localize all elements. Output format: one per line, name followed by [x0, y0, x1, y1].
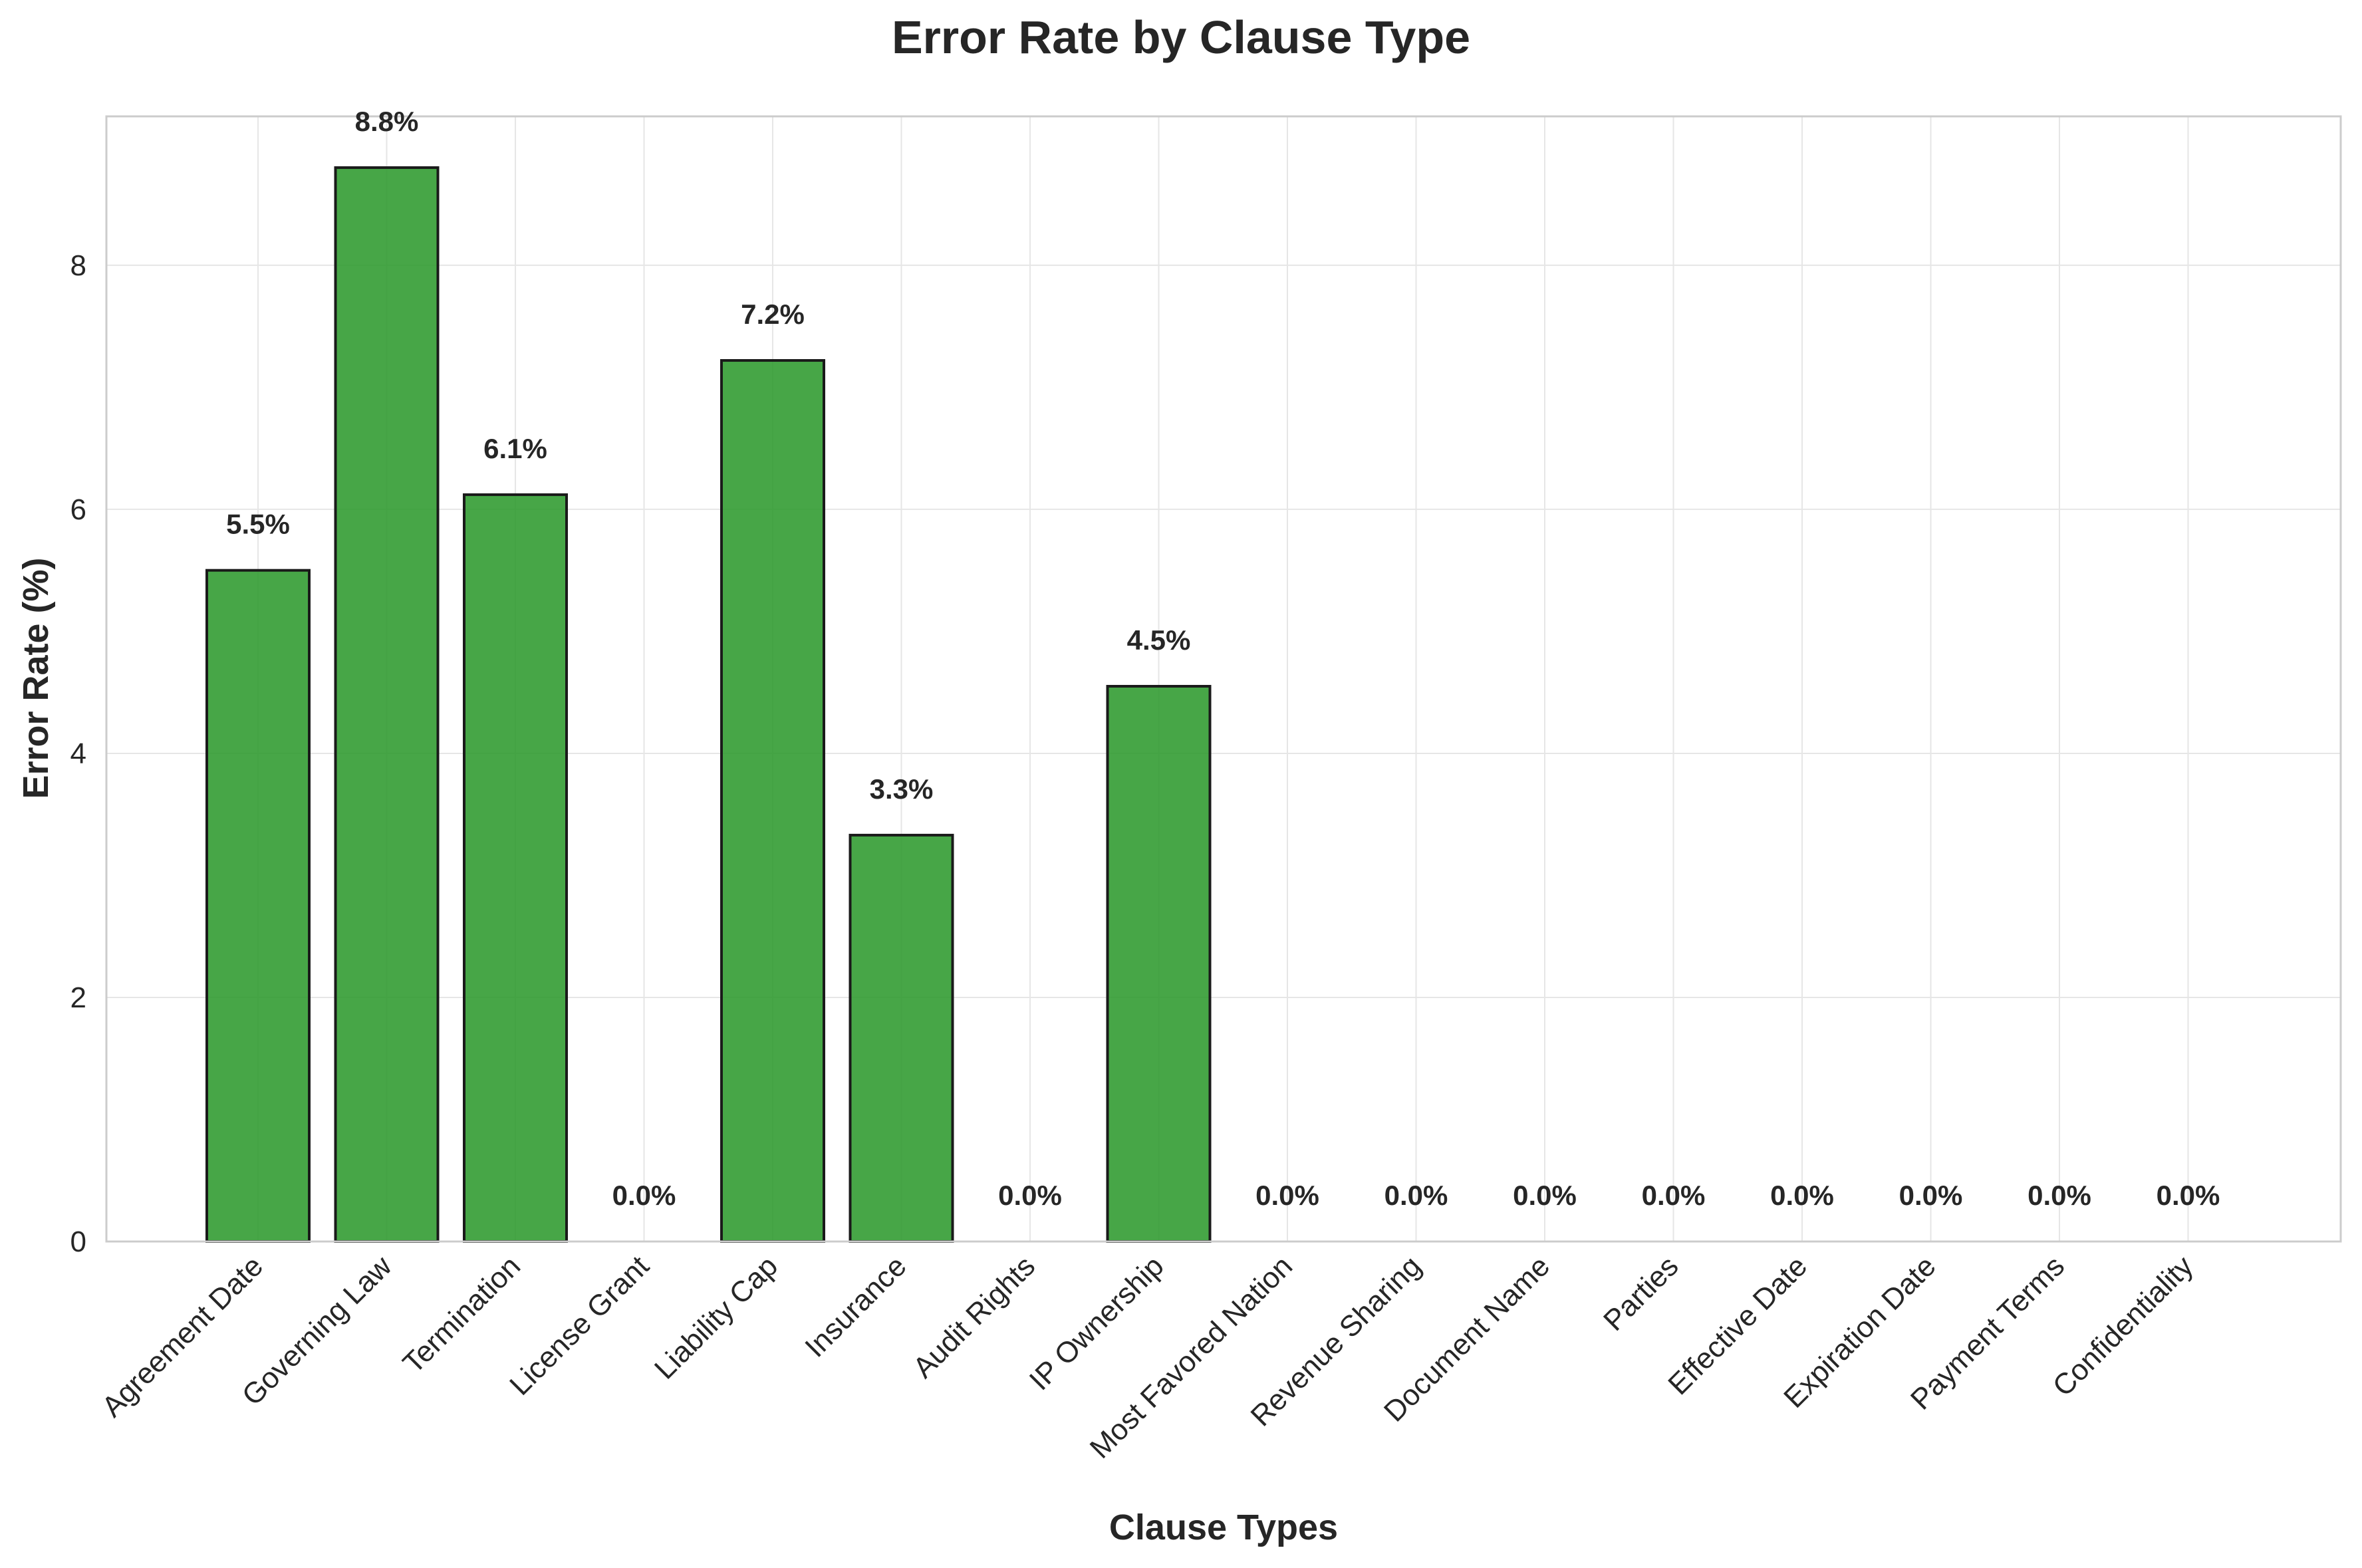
chart-title: Error Rate by Clause Type	[892, 11, 1470, 63]
bar-value-label: 5.5%	[226, 509, 290, 540]
y-tick-label: 4	[70, 737, 86, 770]
bar-value-label: 4.5%	[1127, 624, 1191, 656]
y-tick-labels: 0 2 4 6 8	[70, 249, 86, 1258]
y-tick-label: 0	[70, 1226, 86, 1258]
x-tick-label: IP Ownership	[1023, 1249, 1170, 1396]
x-axis-label: Clause Types	[1109, 1507, 1338, 1547]
y-tick-label: 6	[70, 493, 86, 526]
bar-value-label: 0.0%	[612, 1180, 676, 1211]
bar-value-label: 3.3%	[870, 773, 934, 805]
y-axis-label: Error Rate (%)	[16, 557, 56, 799]
bar-value-label: 0.0%	[1642, 1180, 1706, 1211]
x-tick-label: Audit Rights	[907, 1249, 1041, 1384]
bar-value-label: 0.0%	[998, 1180, 1062, 1211]
bar	[849, 833, 954, 1243]
bar-value-label: 0.0%	[2157, 1180, 2220, 1211]
x-tick-label: Liability Cap	[648, 1249, 784, 1385]
y-tick-label: 8	[70, 249, 86, 282]
bar-value-label: 0.0%	[1899, 1180, 1963, 1211]
bar	[720, 359, 825, 1243]
data-labels: 5.5% 8.8% 6.1% 0.0% 7.2% 3.3% 0.0% 4.5% 0.0% 0.0%…	[226, 106, 2220, 1211]
bar	[334, 166, 440, 1243]
bar-value-label: 6.1%	[483, 433, 547, 464]
bar-value-label: 0.0%	[1255, 1180, 1319, 1211]
x-tick-label: Parties	[1597, 1249, 1684, 1337]
bar	[463, 493, 568, 1243]
bar-value-label: 0.0%	[1513, 1180, 1577, 1211]
y-tick-label: 2	[70, 981, 86, 1014]
grid-lines	[106, 116, 2341, 1242]
bar	[1106, 685, 1212, 1243]
bar-value-label: 8.8%	[355, 106, 419, 137]
bar	[205, 569, 311, 1243]
bar-value-label: 0.0%	[2028, 1180, 2091, 1211]
x-tick-label: Termination	[397, 1249, 527, 1379]
bar-value-label: 7.2%	[741, 299, 805, 330]
bars	[205, 166, 1212, 1243]
x-tick-label: Insurance	[799, 1249, 912, 1363]
x-tick-label: Agreement Date	[96, 1249, 269, 1423]
bar-value-label: 0.0%	[1384, 1180, 1448, 1211]
plot-frame	[105, 115, 2342, 1243]
bar-value-label: 0.0%	[1770, 1180, 1834, 1211]
